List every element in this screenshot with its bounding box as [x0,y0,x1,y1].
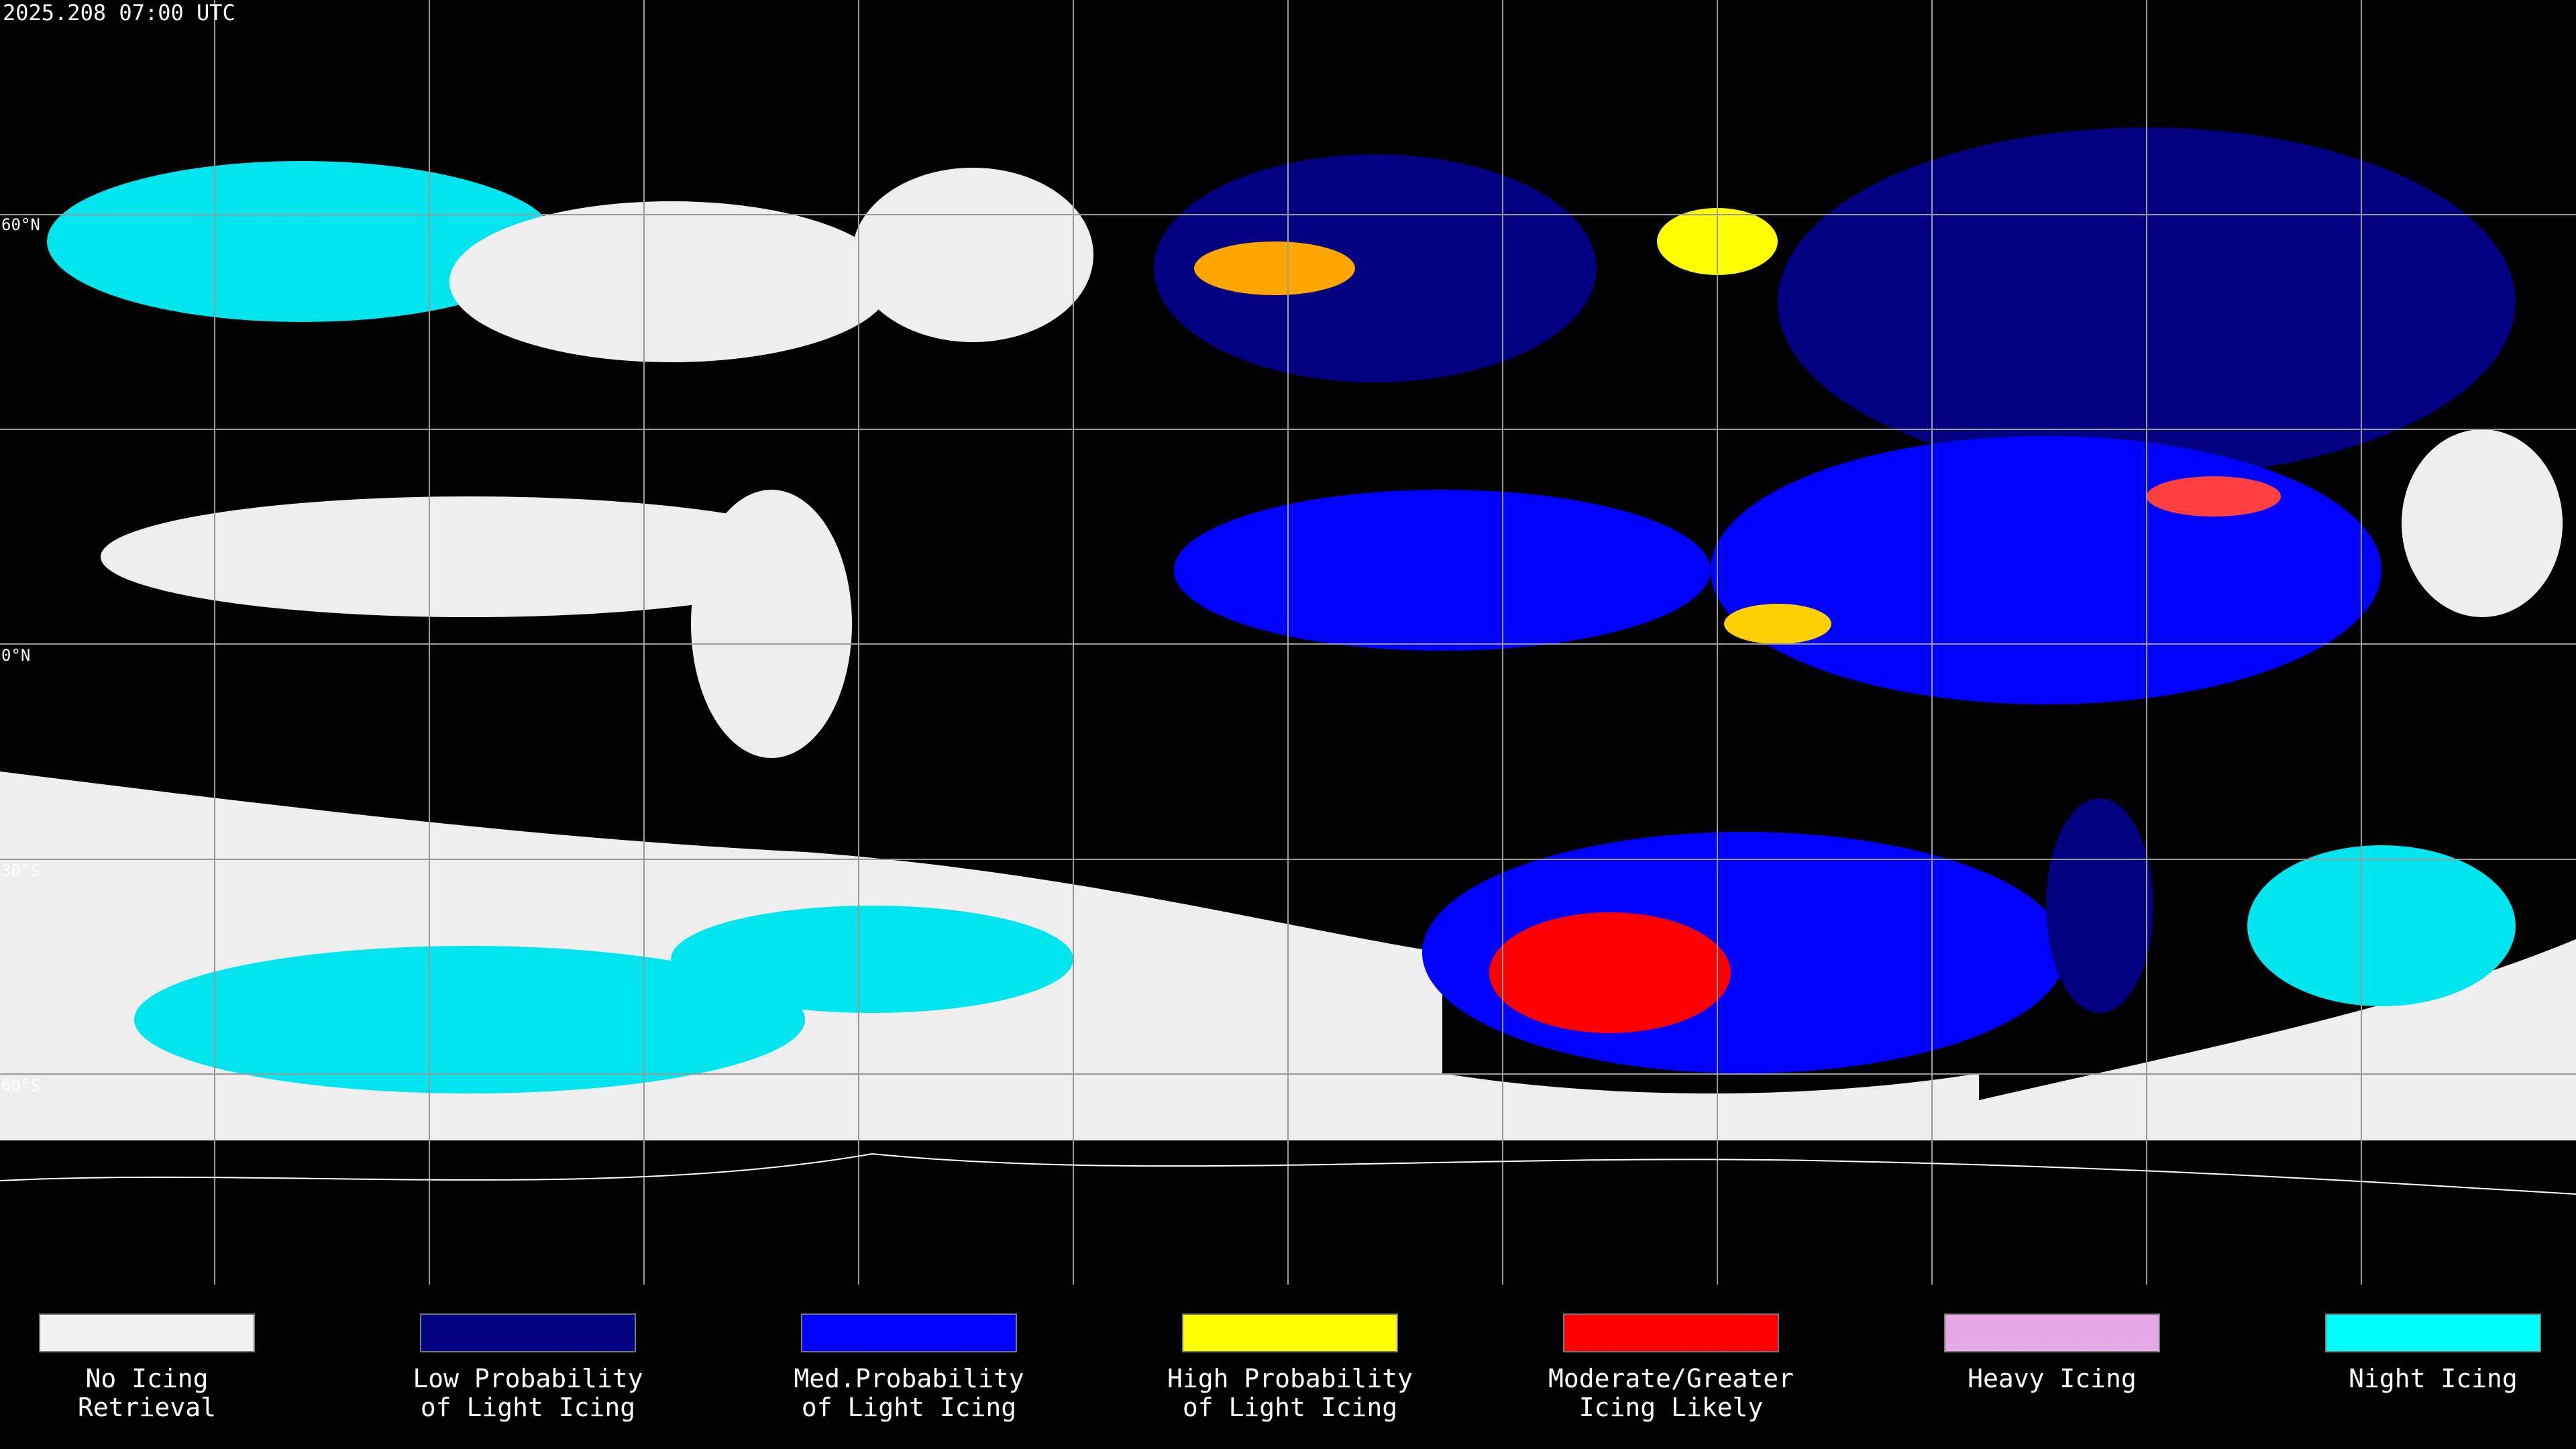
legend-label: Retrieval [78,1393,216,1422]
legend-swatch [1563,1313,1779,1352]
legend-panel [0,1285,2576,1449]
icing-area [1711,436,2381,704]
icing-area [2147,476,2281,517]
legend-label: Icing Likely [1579,1393,1764,1422]
cloud [691,490,852,758]
legend-label: Low Probability [413,1364,643,1393]
icing-area [1154,154,1597,382]
legend-label: of Light Icing [421,1393,635,1422]
timestamp: 2025.208 07:00 UTC [3,0,235,25]
legend-label: Med.Probability [794,1364,1024,1393]
night-icing-area [134,946,805,1093]
cloud-band [1979,939,2576,1140]
night-icing-area [2247,845,2516,1006]
legend-swatch [1944,1313,2160,1352]
cloud [2402,429,2563,617]
latitude-label: 60°N [1,215,40,234]
icing-area [2046,798,2153,1013]
legend-label: High Probability [1167,1364,1413,1393]
legend-swatch [1182,1313,1398,1352]
legend-swatch [39,1313,255,1352]
legend-swatch [2325,1313,2541,1352]
icing-area [1174,490,1711,651]
icing-area [1489,912,1731,1033]
latitude-label: 0°N [1,646,30,665]
legend-label: No Icing [85,1364,208,1393]
legend-label: Night Icing [2349,1364,2518,1393]
latitude-label: 60°S [1,1076,40,1095]
legend-label: of Light Icing [1183,1393,1397,1422]
legend-swatch [801,1313,1017,1352]
cloud-band [1442,1073,1979,1140]
legend-label: Heavy Icing [1968,1364,2137,1393]
cloud [852,168,1093,342]
legend-label: of Light Icing [802,1393,1016,1422]
icing-area [1194,241,1355,295]
latitude-label: 30°S [1,861,40,880]
cloud [101,496,839,617]
latitude-labels: 60°N 0°N 30°S 60°S [1,215,40,1095]
graticule [0,0,2576,1285]
legend-swatch [420,1313,636,1352]
coastline [0,1152,2576,1195]
cloud [449,201,892,362]
icing-area [1724,604,1831,644]
legend-label: Moderate/Greater [1548,1364,1794,1393]
night-icing-area [671,906,1073,1013]
